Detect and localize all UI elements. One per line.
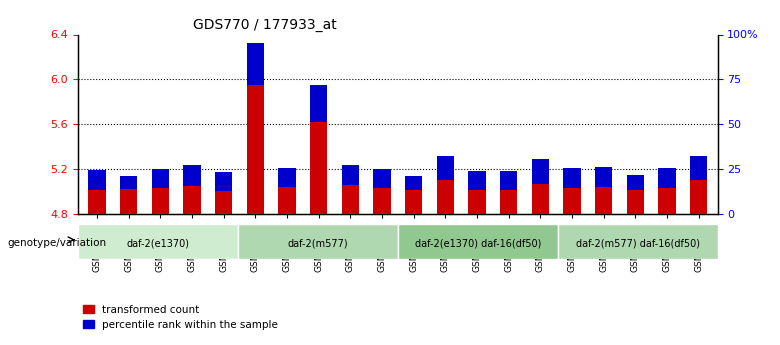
Bar [120,176,137,214]
Bar [246,43,264,85]
Bar [374,169,391,214]
Bar [500,171,517,214]
Legend: transformed count, percentile rank within the sample: transformed count, percentile rank withi… [83,305,278,330]
Bar [88,170,106,214]
Bar [183,165,200,186]
Bar [151,169,169,214]
Bar [215,172,232,191]
Bar [151,169,169,188]
Text: genotype/variation: genotype/variation [8,238,107,248]
FancyBboxPatch shape [558,224,718,259]
Bar [658,168,675,214]
Bar [690,156,707,214]
Bar [500,171,517,190]
Bar [278,168,296,214]
Bar [595,167,612,214]
Text: daf-2(e1370): daf-2(e1370) [126,238,190,248]
Bar [437,156,454,214]
Bar [310,85,328,122]
Bar [658,168,675,188]
Bar [88,170,106,190]
Text: daf-2(m577) daf-16(df50): daf-2(m577) daf-16(df50) [576,238,700,248]
FancyBboxPatch shape [238,224,398,259]
Bar [563,168,580,188]
Bar [595,167,612,187]
Bar [120,176,137,189]
Bar [532,159,549,214]
Bar [532,159,549,184]
Bar [374,169,391,188]
FancyBboxPatch shape [398,224,558,259]
Bar [342,165,359,185]
Bar [183,165,200,214]
Bar [690,156,707,180]
Text: GDS770 / 177933_at: GDS770 / 177933_at [193,18,337,32]
Bar [437,156,454,180]
Text: daf-2(m577): daf-2(m577) [288,238,348,248]
Bar [405,176,422,190]
Bar [626,175,644,190]
Bar [468,171,486,214]
Bar [215,172,232,214]
Bar [278,168,296,187]
Bar [310,85,328,214]
Text: daf-2(e1370) daf-16(df50): daf-2(e1370) daf-16(df50) [414,238,541,248]
Bar [468,171,486,190]
Bar [246,43,264,214]
FancyBboxPatch shape [78,224,238,259]
Bar [405,176,422,214]
Bar [563,168,580,214]
Bar [626,175,644,214]
Bar [342,165,359,214]
